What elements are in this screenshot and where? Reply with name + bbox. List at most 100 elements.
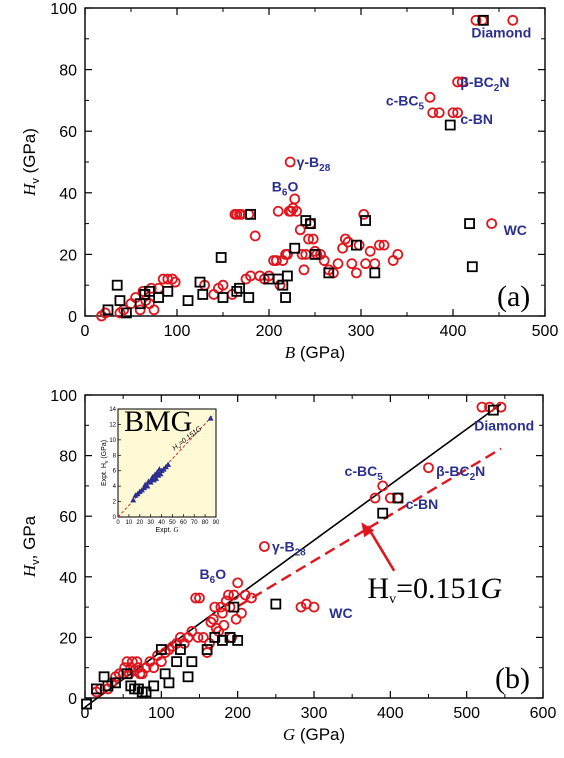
data-point-square	[377, 507, 389, 519]
data-point-circle	[452, 107, 464, 119]
data-point-circle	[249, 230, 261, 242]
data-point-square	[201, 644, 213, 655]
data-point-square	[140, 686, 152, 698]
data-point-square	[309, 248, 321, 260]
data-point-circle	[353, 239, 365, 251]
material-label: WC	[329, 605, 352, 621]
data-point-circle	[452, 76, 464, 88]
data-point-square	[280, 292, 291, 303]
data-point-circle	[295, 601, 307, 613]
data-point-square	[392, 492, 404, 504]
data-point-square	[171, 656, 183, 668]
data-point-square	[289, 242, 301, 254]
data-point-circle	[332, 258, 344, 270]
formula-arrow-shaft	[366, 525, 396, 572]
data-point-circle	[148, 304, 160, 316]
x-tick-label: 0	[81, 323, 90, 340]
inset-x-tick-label: 40	[158, 520, 165, 526]
inset-data-point-triangle	[165, 461, 172, 467]
data-point-circle	[346, 258, 358, 270]
data-point-circle	[270, 255, 282, 266]
x-tick-label: 400	[377, 705, 404, 722]
data-point-square	[234, 282, 245, 294]
inset-y-tick-label: 10	[109, 438, 116, 444]
data-point-circle	[230, 613, 242, 625]
data-point-square	[110, 677, 121, 689]
data-point-circle	[495, 401, 507, 413]
data-point-circle	[99, 307, 111, 319]
data-point-square	[369, 267, 381, 279]
y-tick-label: 40	[59, 570, 77, 587]
material-label: c-BC5	[345, 463, 384, 483]
y-tick-label: 60	[59, 124, 77, 141]
data-point-square	[102, 680, 114, 692]
data-point-square	[182, 295, 194, 307]
data-point-square	[245, 208, 257, 220]
inset-y-tick-label: 6	[113, 469, 117, 475]
data-point-square	[159, 668, 171, 680]
data-point-square	[323, 267, 335, 279]
data-point-square	[209, 632, 221, 643]
inset-y-label: Expt. Hv (GPa)	[101, 440, 110, 486]
data-point-circle	[358, 208, 370, 220]
inset-data-point-triangle	[157, 470, 164, 477]
x-tick-label: 200	[224, 705, 251, 722]
data-point-square	[466, 261, 478, 273]
inset-data-point-triangle	[207, 415, 214, 421]
inset-y-tick-label: 0	[113, 515, 117, 521]
data-point-circle	[166, 273, 178, 285]
inset-x-tick-label: 10	[126, 520, 133, 526]
x-tick-label: 0	[81, 705, 90, 722]
data-point-circle	[291, 205, 303, 217]
data-point-circle	[364, 245, 376, 257]
data-point-square	[121, 668, 133, 680]
data-point-circle	[217, 279, 229, 291]
data-point-circle	[447, 107, 459, 119]
fit-line-solid	[84, 403, 502, 708]
data-point-circle	[155, 656, 167, 668]
data-point-circle	[373, 239, 385, 251]
data-point-circle	[337, 242, 349, 254]
data-point-circle	[209, 601, 221, 613]
inset-x-tick-label: 60	[180, 520, 187, 526]
inset-y-tick-label: 8	[113, 453, 117, 459]
x-tick-label: 100	[148, 705, 175, 722]
data-point-circle	[476, 401, 488, 413]
y-tick-label: 100	[50, 388, 77, 405]
material-label: Diamond	[474, 417, 534, 433]
material-label: β-BC2N	[436, 463, 485, 483]
data-point-circle	[369, 492, 381, 504]
y-tick-label: 60	[59, 509, 77, 526]
data-point-circle	[470, 14, 482, 26]
data-point-square	[194, 276, 206, 288]
data-point-square	[231, 285, 243, 297]
x-axis-label: B (GPa)	[285, 343, 345, 362]
x-tick-label: 100	[164, 323, 191, 340]
data-point-square	[155, 644, 167, 655]
inset-y-tick-label: 12	[109, 422, 116, 428]
material-label: γ-B28	[297, 154, 331, 174]
data-point-circle	[350, 267, 362, 279]
data-point-circle	[201, 647, 213, 658]
panel-label: (a)	[497, 280, 530, 313]
data-point-square	[360, 215, 372, 226]
y-tick-label: 20	[59, 630, 77, 647]
inset-x-tick-label: 70	[191, 520, 198, 526]
data-point-circle	[303, 233, 314, 245]
data-point-circle	[423, 462, 434, 474]
data-point-circle	[131, 656, 143, 668]
data-point-circle	[507, 14, 519, 26]
x-axis-label: G (GPa)	[283, 725, 345, 744]
data-point-square	[81, 698, 92, 710]
x-tick-label: 300	[301, 705, 328, 722]
data-point-circle	[246, 592, 257, 604]
data-point-square	[163, 677, 175, 689]
data-point-circle	[294, 224, 306, 236]
x-tick-label: 300	[348, 323, 375, 340]
data-point-circle	[258, 541, 270, 552]
y-tick-label: 40	[59, 186, 77, 203]
y-tick-label: 0	[68, 691, 77, 708]
material-label: c-BN	[460, 111, 493, 127]
inset-x-tick-label: 80	[202, 520, 209, 526]
